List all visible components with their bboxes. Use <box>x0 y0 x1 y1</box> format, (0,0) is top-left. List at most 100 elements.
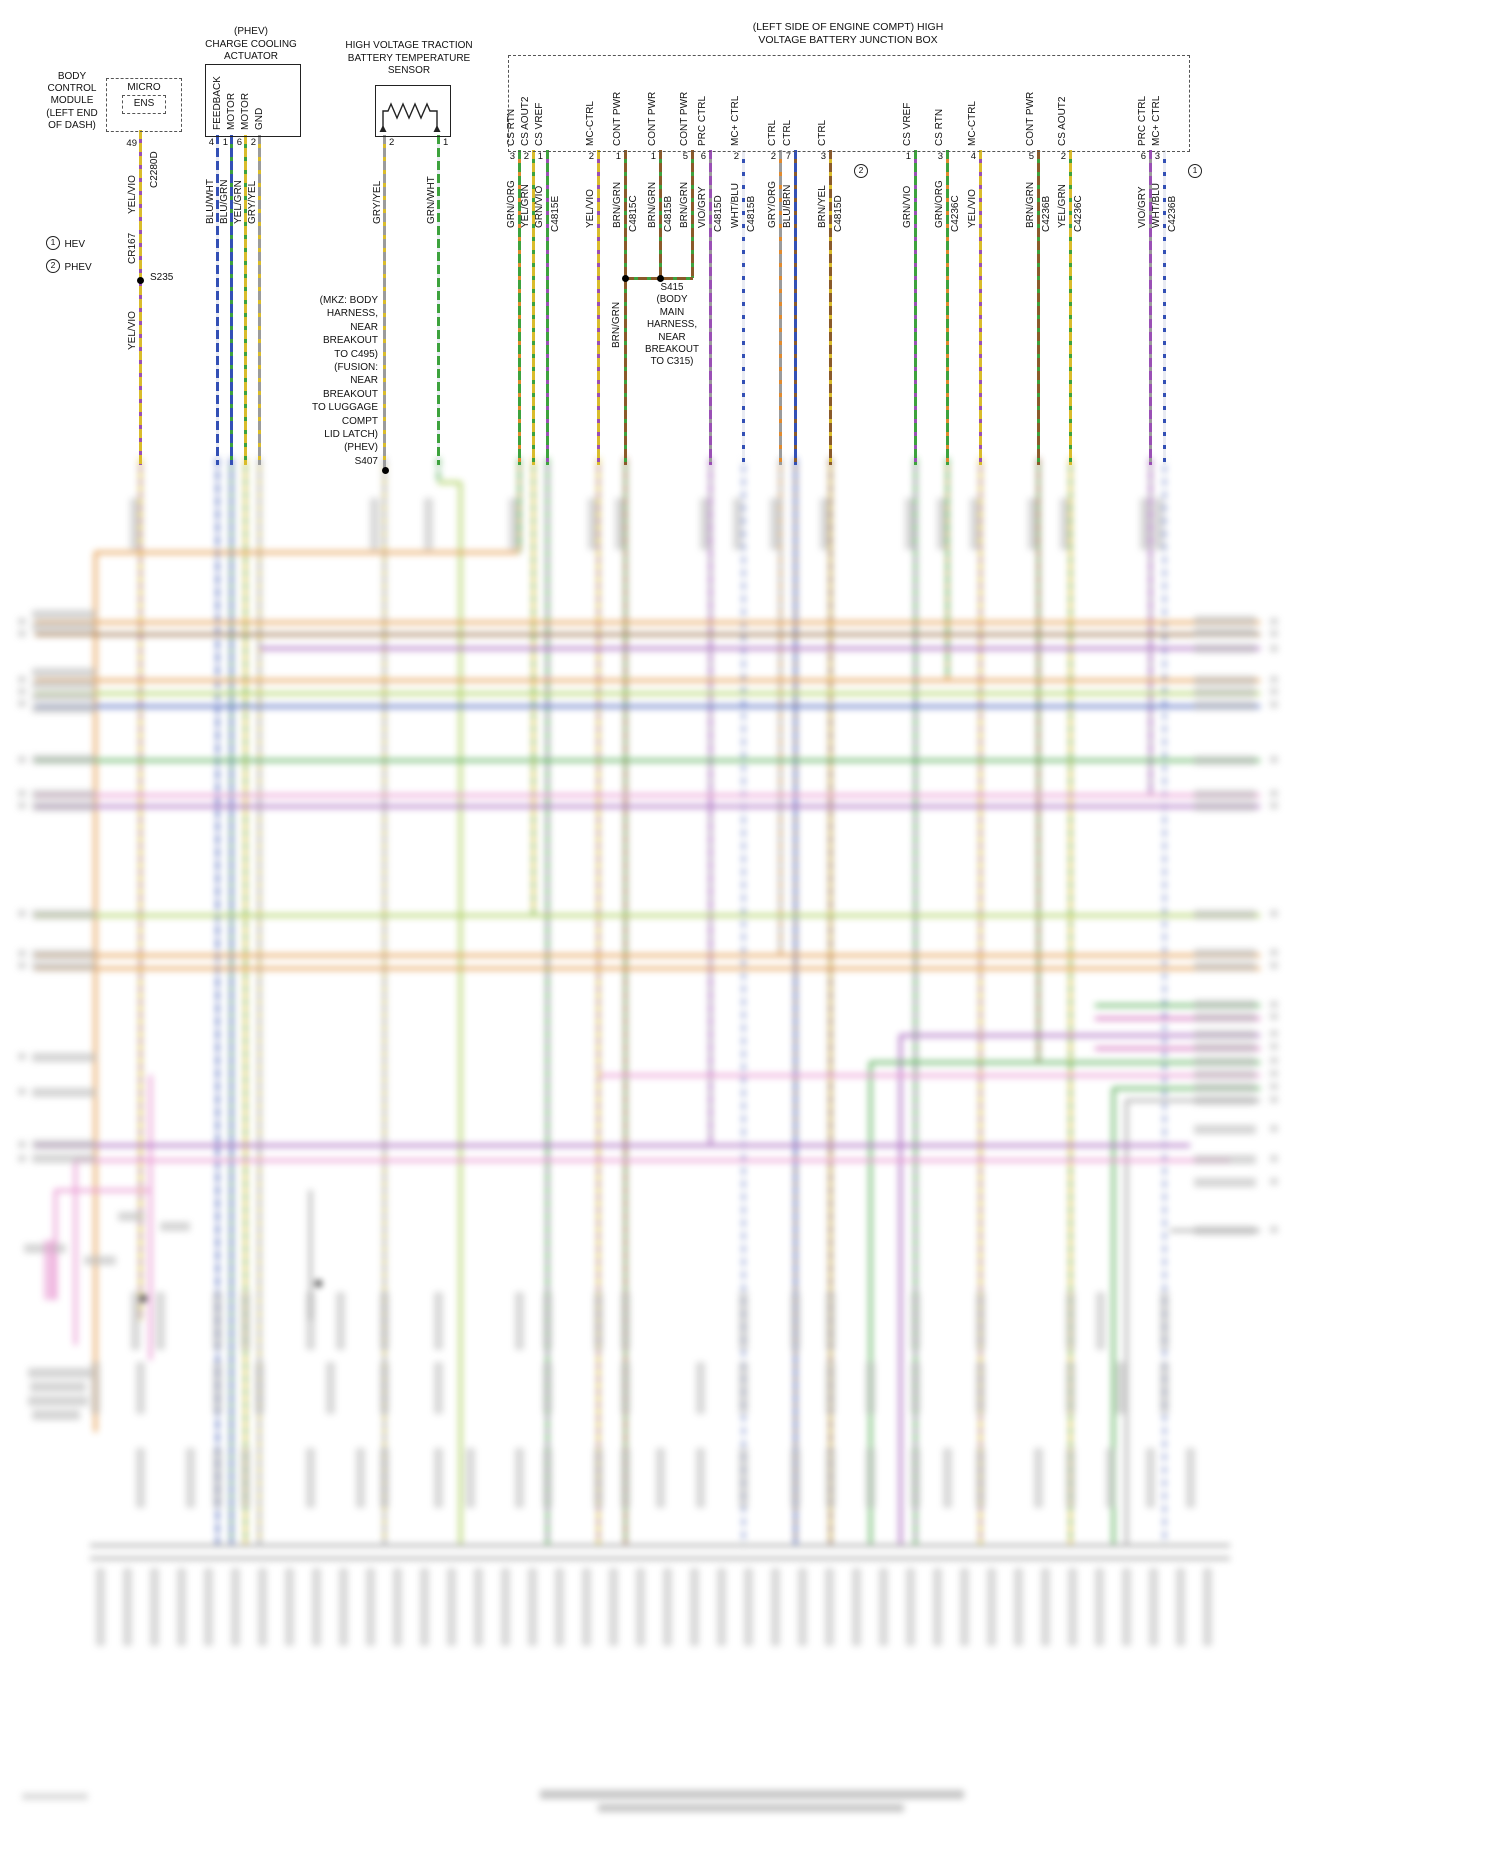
blur-label-blob <box>515 1292 524 1350</box>
wire-h <box>90 1556 1230 1560</box>
splice-dot <box>381 466 389 474</box>
legend-label-hev: HEV <box>64 239 86 250</box>
blur-label-blob <box>1140 498 1149 550</box>
blur-blob <box>1194 790 1256 799</box>
blur-blob <box>18 1053 26 1060</box>
blur-label-blob <box>663 1568 672 1646</box>
blur-blob <box>1270 1030 1278 1037</box>
blur-blob <box>32 1154 96 1163</box>
blur-blob <box>1194 1070 1256 1079</box>
wire-v <box>868 1062 872 1545</box>
wire-color-label-text: YEL/VIO <box>967 189 978 228</box>
wire-color-label-text: GRN/ORG <box>506 180 517 228</box>
wire-color-label-text: BRN/GRN <box>647 181 658 228</box>
wire-v <box>215 135 219 465</box>
wire-color-label-text: BRN/GRN <box>679 181 690 228</box>
blur-label-blob <box>943 1448 952 1508</box>
blur-label-blob <box>91 1362 100 1414</box>
wire-color-label-text: YEL/VIO <box>127 175 138 214</box>
wire-v <box>1068 458 1072 1545</box>
blur-label-blob <box>1149 1568 1158 1646</box>
blur-label-blob <box>123 1568 132 1646</box>
wire-h <box>600 1073 1260 1077</box>
wire-color-label-text: YEL/GRN <box>233 180 244 224</box>
blur-label-blob <box>501 1568 510 1646</box>
pin-number: 1 <box>443 137 449 148</box>
blur-label-blob <box>826 1292 835 1350</box>
blur-label-blob <box>555 1568 564 1646</box>
wire-v <box>778 150 782 465</box>
circled-number: 1 <box>1188 164 1202 178</box>
wire-h <box>35 704 1260 708</box>
blur-label-blob <box>700 498 709 550</box>
wire-v <box>93 552 97 1432</box>
blur-label-blob <box>515 1448 524 1508</box>
blur-label-blob <box>528 1568 537 1646</box>
blur-blob <box>1194 1057 1256 1066</box>
blur-blob <box>1270 1125 1278 1132</box>
wire-h <box>438 480 460 484</box>
wire-h <box>35 793 1260 797</box>
blur-blob <box>1194 1000 1256 1009</box>
blur-label-blob <box>744 1568 753 1646</box>
blur-label-blob <box>588 498 597 550</box>
blur-label-blob <box>434 1448 443 1508</box>
junction-box-title: (LEFT SIDE OF ENGINE COMPT) HIGH VOLTAGE… <box>752 21 944 46</box>
wire-v <box>257 135 261 465</box>
blur-blob <box>32 1053 96 1062</box>
blur-blob <box>28 1368 92 1378</box>
legend-row-hev: 1 HEV <box>46 234 92 252</box>
blur-label-blob <box>204 1568 213 1646</box>
blur-blob <box>18 802 26 809</box>
blur-label-blob <box>326 1362 335 1414</box>
blur-label-blob <box>136 1362 145 1414</box>
sensor-harness-note: (MKZ: BODY HARNESS, NEAR BREAKOUT TO C49… <box>312 295 378 467</box>
blur-blob <box>18 950 26 957</box>
blur-label-blob <box>1066 1448 1075 1508</box>
blur-label-blob <box>312 1568 321 1646</box>
blur-blob <box>22 1793 88 1800</box>
blur-label-blob <box>594 1292 603 1350</box>
blur-label-blob <box>609 1568 618 1646</box>
blur-blob <box>24 1244 66 1253</box>
blur-label-blob <box>976 1292 985 1350</box>
wire-color-label-text: GRN/ORG <box>934 180 945 228</box>
pin-number: 6 <box>236 137 242 148</box>
wire-color-label-text: BRN/GRN <box>612 181 623 228</box>
blur-label-blob <box>1066 1362 1075 1414</box>
wire-v <box>658 150 662 278</box>
blur-label-blob <box>241 1448 250 1508</box>
blur-label-blob <box>621 1362 630 1414</box>
blur-label-blob <box>1116 1362 1125 1414</box>
wire-v <box>623 458 627 1545</box>
blur-label-blob <box>1146 1448 1155 1508</box>
blur-label-blob <box>879 1568 888 1646</box>
blur-blob <box>1270 949 1278 956</box>
blur-blob <box>1194 910 1256 919</box>
blur-label-blob <box>1066 1292 1075 1350</box>
wire-v <box>517 458 521 552</box>
blur-label-blob <box>739 1292 748 1350</box>
blur-blob <box>1194 1125 1256 1134</box>
wire-h <box>35 966 1260 970</box>
blur-label-blob <box>1041 1568 1050 1646</box>
blur-blob <box>18 676 26 683</box>
blur-label-blob <box>960 1568 969 1646</box>
blur-blob <box>1270 1155 1278 1162</box>
pin-number: 1 <box>650 151 656 162</box>
blur-label-blob <box>177 1568 186 1646</box>
blur-label-blob <box>339 1568 348 1646</box>
blur-label-blob <box>656 1448 665 1508</box>
blur-blob <box>1194 616 1256 625</box>
pin-number: 2 <box>250 137 256 148</box>
blur-label-blob <box>911 1362 920 1414</box>
pin-number: 2 <box>523 151 529 162</box>
blur-label-blob <box>733 498 742 550</box>
blur-label-blob <box>717 1568 726 1646</box>
blur-blob <box>1270 688 1278 695</box>
wire-h <box>35 913 1260 917</box>
blur-label-blob <box>213 1292 222 1350</box>
blur-blob <box>1270 910 1278 917</box>
pin-number: 4 <box>208 137 214 148</box>
